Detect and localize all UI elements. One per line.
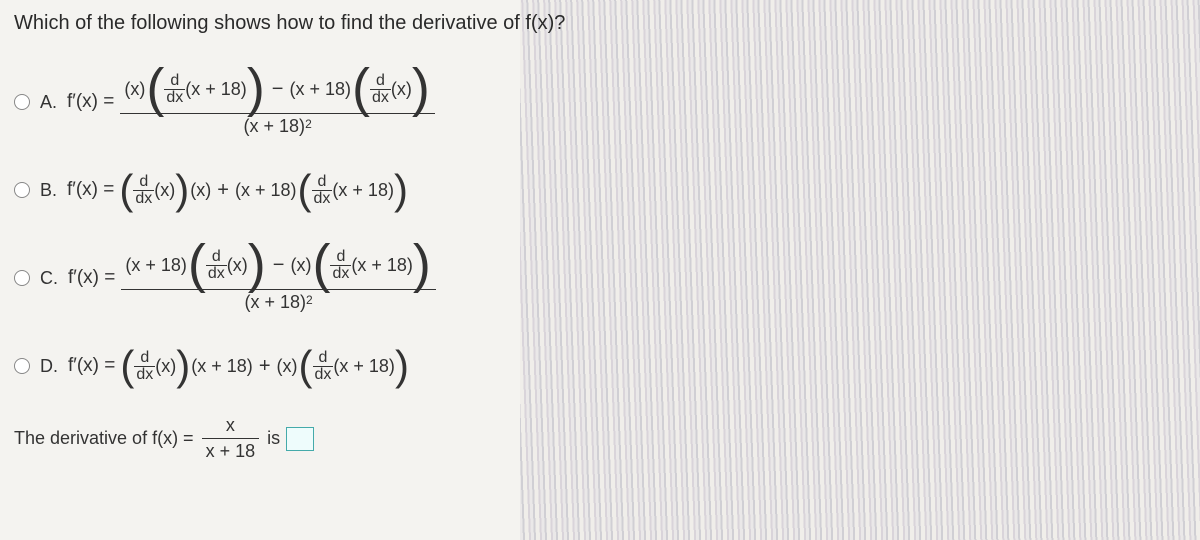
radio-d[interactable] [14, 358, 30, 374]
final-lead: The derivative of f(x) = [14, 428, 194, 449]
option-b: B. f′(x) = ddx(x) (x) + (x + 18) ddx(x +… [14, 167, 1186, 213]
math-c: (x + 18) ddx(x) − (x) ddx(x + 18) (x + 1… [119, 241, 438, 314]
final-line: The derivative of f(x) = x x + 18 is [14, 413, 1186, 464]
fprime-b: f′(x) = [67, 179, 114, 201]
radio-c[interactable] [14, 270, 30, 286]
math-b: ddx(x) (x) + (x + 18) ddx(x + 18) [118, 173, 409, 207]
radio-a[interactable] [14, 94, 30, 110]
fprime-d: f′(x) = [68, 355, 115, 377]
label-b: B. [40, 180, 57, 201]
radio-b[interactable] [14, 182, 30, 198]
option-a: A. f′(x) = (x) ddx(x + 18) − (x + 18) dd… [14, 61, 1186, 143]
question-text: Which of the following shows how to find… [14, 12, 1186, 35]
label-a: A. [40, 92, 57, 113]
math-a: (x) ddx(x + 18) − (x + 18) ddx(x) (x + 1… [118, 65, 437, 138]
label-d: D. [40, 356, 58, 377]
math-d: ddx(x) (x + 18) + (x) ddx(x + 18) [119, 349, 410, 383]
option-c: C. f′(x) = (x + 18) ddx(x) − (x) ddx(x +… [14, 237, 1186, 319]
answer-input-box[interactable] [286, 427, 314, 451]
fprime-c: f′(x) = [68, 267, 115, 289]
option-d: D. f′(x) = ddx(x) (x + 18) + (x) ddx(x +… [14, 343, 1186, 389]
label-c: C. [40, 268, 58, 289]
fprime-a: f′(x) = [67, 91, 114, 113]
is-text: is [267, 428, 280, 449]
question-panel: Which of the following shows how to find… [0, 0, 1200, 476]
